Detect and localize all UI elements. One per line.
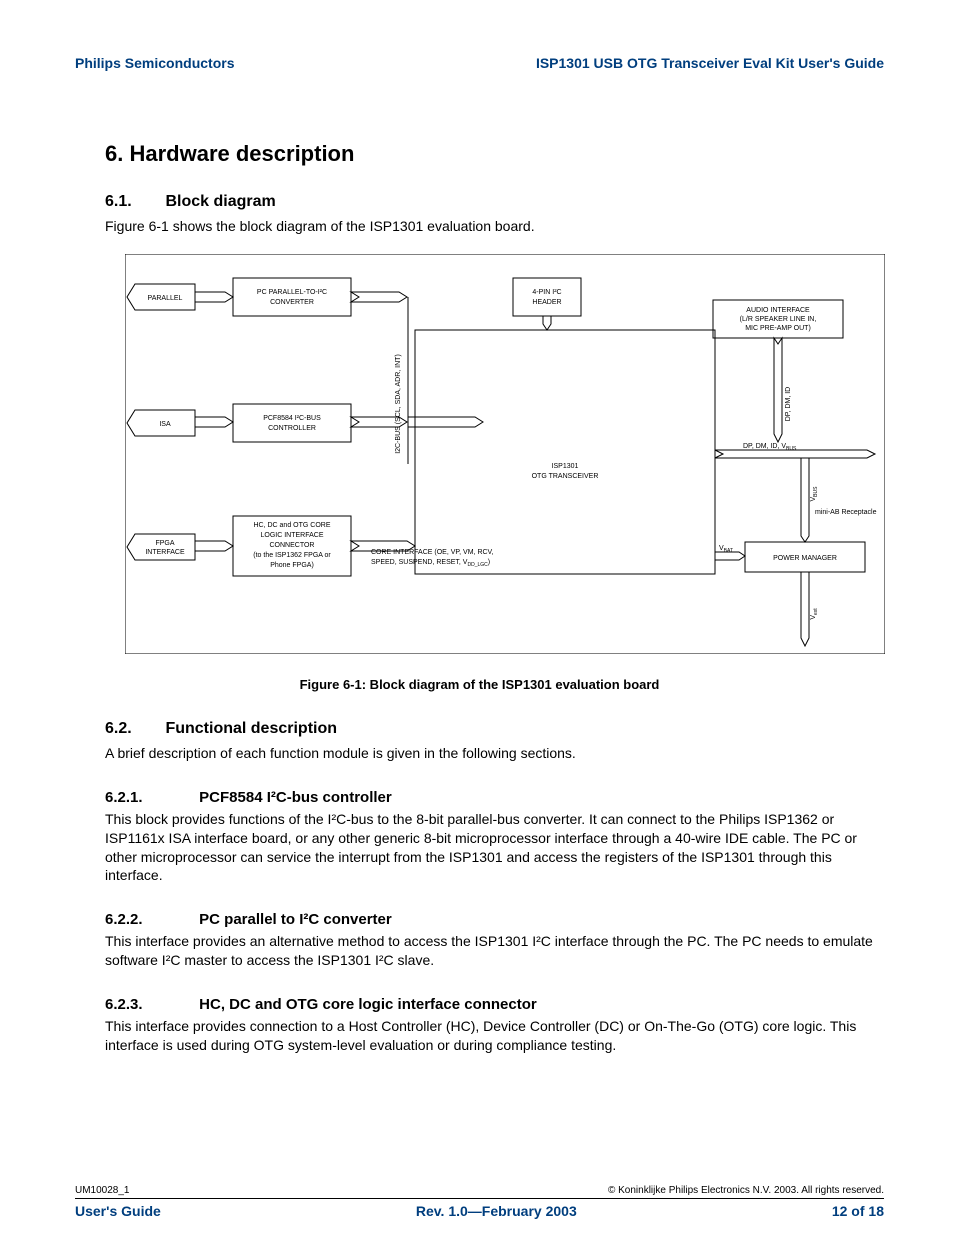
isp-l1: ISP1301 [552,463,579,470]
fpga-l1: FPGA [155,540,174,547]
parallel-box: PARALLEL [148,295,183,302]
pc-conv-l2: CONVERTER [270,299,314,306]
subsub-number: 6.2.1. [105,789,195,806]
subsub-title: HC, DC and OTG core logic interface conn… [199,996,537,1013]
core-if-l2: SPEED, SUSPEND, RESET, VDD_LGC) [371,559,490,568]
paragraph: This interface provides connection to a … [105,1017,884,1055]
i2c-hdr-l2: HEADER [532,299,561,306]
subsub-title: PCF8584 I²C-bus controller [199,789,392,806]
figure-caption: Figure 6-1: Block diagram of the ISP1301… [75,677,884,692]
doc-id: UM10028_1 [75,1185,129,1196]
dpdmidv-label: DP, DM, ID, VBUS [743,443,797,452]
subsub-number: 6.2.3. [105,996,195,1013]
subsub-title: PC parallel to I²C converter [199,911,392,928]
copyright: © Koninklijke Philips Electronics N.V. 2… [608,1185,884,1196]
block-diagram-svg: PARALLEL PC PARALLEL-TO-I²C CONVERTER 4-… [125,254,885,654]
footer-right: 12 of 18 [832,1203,884,1219]
audio-l3: MIC PRE-AMP OUT) [745,325,811,332]
core-if-l1: CORE INTERFACE (OE, VP, VM, RCV, [371,549,494,556]
subsection-6-1: 6.1. Block diagram [105,193,884,211]
header-right: ISP1301 USB OTG Transceiver Eval Kit Use… [536,55,884,71]
paragraph: Figure 6-1 shows the block diagram of th… [105,217,884,236]
subsection-number: 6.2. [105,720,161,738]
hc-l3: CONNECTOR [270,542,315,549]
footer-main: User's Guide Rev. 1.0—February 2003 12 o… [75,1203,884,1219]
pcf-l2: CONTROLLER [268,425,316,432]
section-title: Hardware description [129,141,354,166]
vbat-label: VBAT [719,545,733,554]
pm-box: POWER MANAGER [773,555,837,562]
dp-dm-id-label: DP, DM, ID [785,387,792,422]
section-number: 6. [105,141,123,166]
pc-conv-l1: PC PARALLEL-TO-I²C [257,289,327,296]
figure-6-1: PARALLEL PC PARALLEL-TO-I²C CONVERTER 4-… [125,254,884,659]
audio-l2: (L/R SPEAKER LINE IN, [740,316,817,323]
vbus-label: VBUS [810,486,819,502]
subsection-6-2: 6.2. Functional description [105,720,884,738]
subsub-6-2-1: 6.2.1. PCF8584 I²C-bus controller [105,789,884,806]
paragraph: This block provides functions of the I²C… [105,810,884,886]
subsub-6-2-3: 6.2.3. HC, DC and OTG core logic interfa… [105,996,884,1013]
subsection-title: Block diagram [165,193,275,210]
i2c-hdr-l1: 4-PIN I²C [532,289,561,296]
hc-l1: HC, DC and OTG CORE [253,522,330,529]
fpga-l2: INTERFACE [145,549,185,556]
subsub-number: 6.2.2. [105,911,195,928]
isp-l2: OTG TRANSCEIVER [532,473,599,480]
subsection-number: 6.1. [105,193,161,211]
hc-l5: Phone FPGA) [270,562,314,569]
vext-label: Vext [810,608,819,620]
isa-box: ISA [159,421,171,428]
hc-l4: (to the ISP1362 FPGA or [253,552,331,559]
miniab-label: mini-AB Receptacle [815,509,877,516]
subsub-6-2-2: 6.2.2. PC parallel to I²C converter [105,911,884,928]
subsection-title: Functional description [165,720,337,737]
pcf-l1: PCF8584 I²C-BUS [263,415,321,422]
footer-small: UM10028_1 © Koninklijke Philips Electron… [75,1185,884,1199]
i2c-bus-label: I2C-BUS (SCL, SDA, ADR, INT) [395,354,402,454]
audio-l1: AUDIO INTERFACE [746,307,810,314]
footer-left: User's Guide [75,1203,161,1219]
footer-center: Rev. 1.0—February 2003 [416,1203,577,1219]
hc-l2: LOGIC INTERFACE [260,532,323,539]
paragraph: A brief description of each function mod… [105,744,884,763]
paragraph: This interface provides an alternative m… [105,932,884,970]
section-heading: 6. Hardware description [105,141,884,167]
header-left: Philips Semiconductors [75,55,234,71]
page-header: Philips Semiconductors ISP1301 USB OTG T… [75,55,884,71]
